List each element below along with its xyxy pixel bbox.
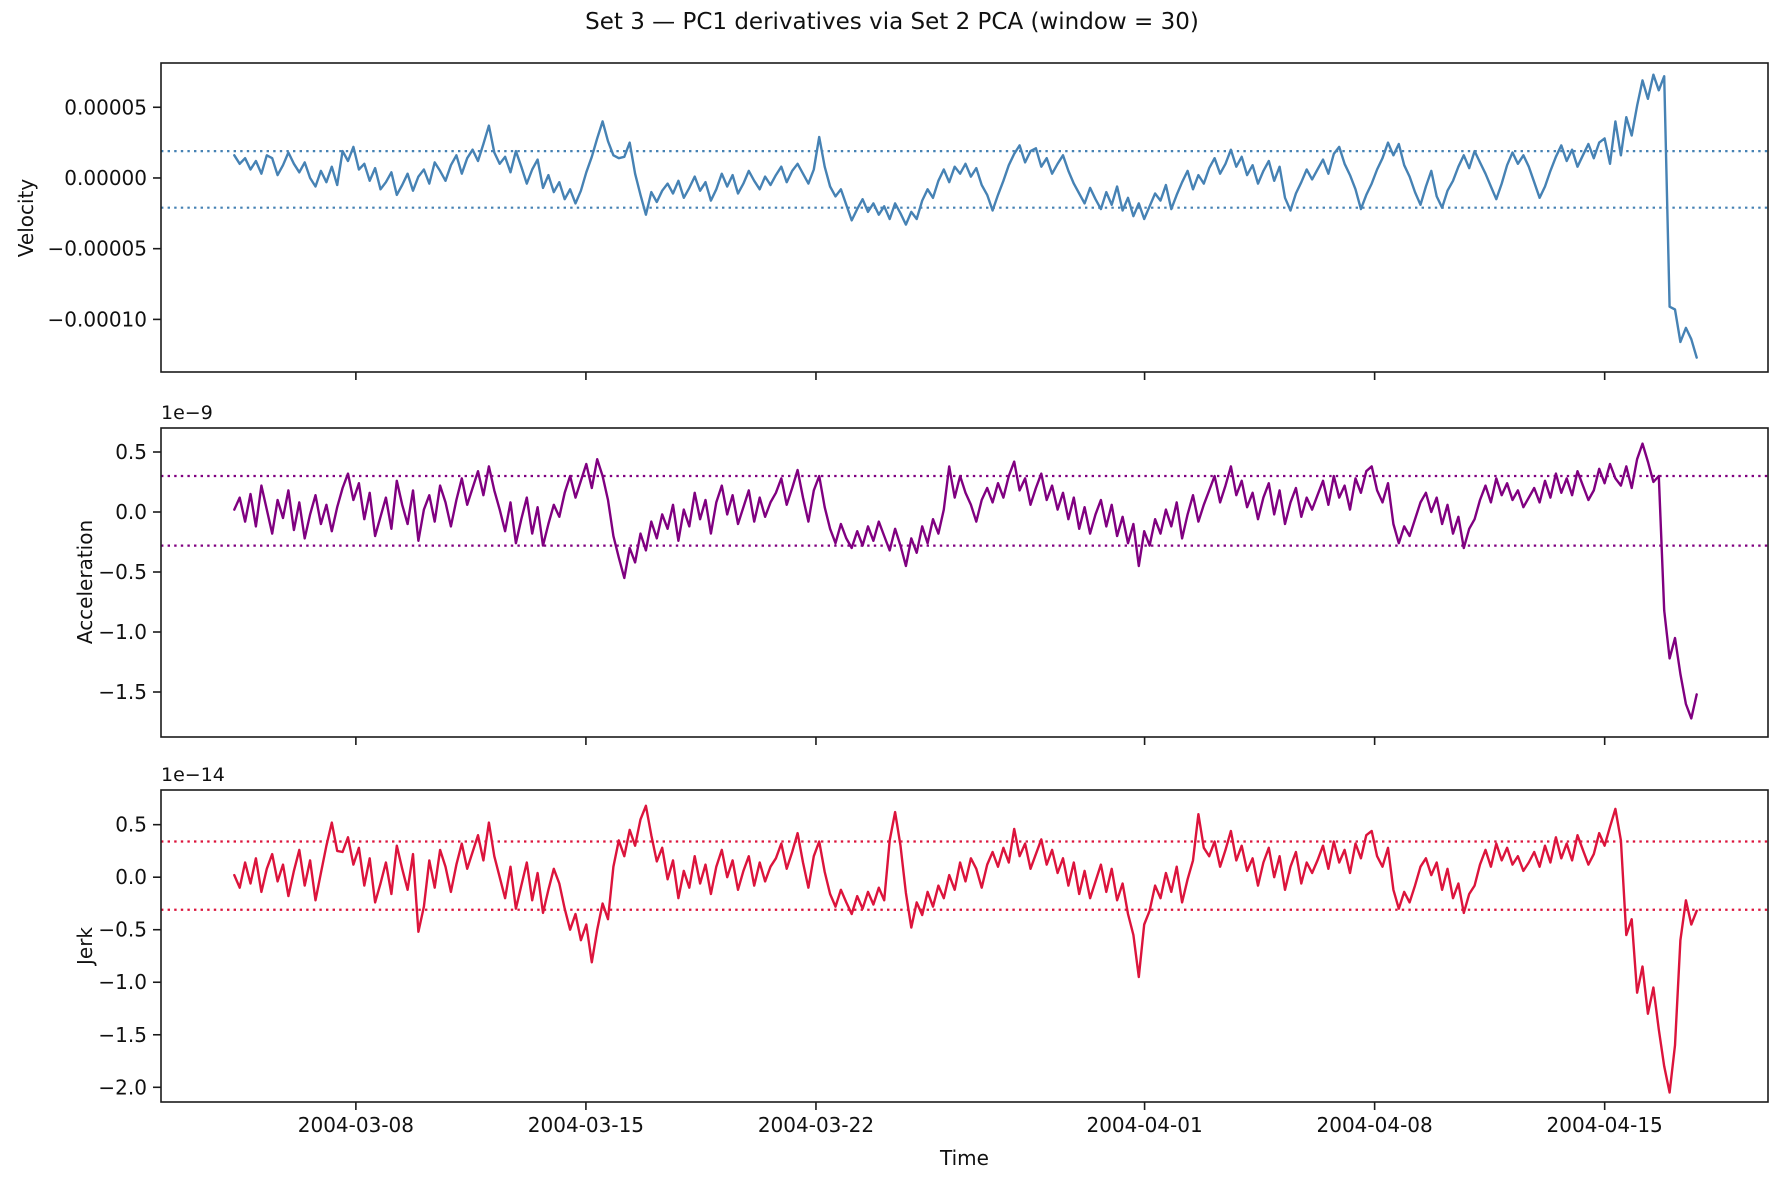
- x-tick-label: 2004-03-15: [528, 1113, 644, 1137]
- figure-title: Set 3 — PC1 derivatives via Set 2 PCA (w…: [585, 9, 1199, 35]
- velocity-y-tick-label: −0.00005: [48, 237, 147, 261]
- velocity-axes-frame: [160, 62, 1769, 373]
- x-tick-label: 2004-04-08: [1317, 1113, 1433, 1137]
- jerk-y-tick-label: 0.0: [115, 865, 147, 889]
- acceleration-y-tick-label: −1.0: [98, 620, 147, 644]
- acceleration-y-tick-label: −1.5: [98, 680, 147, 704]
- jerk-axes-frame: [160, 789, 1769, 1103]
- time-axis-label: Time: [940, 1146, 989, 1170]
- jerk-y-tick-label: 0.5: [115, 813, 147, 837]
- jerk-offset-label: 1e−14: [161, 764, 225, 786]
- acceleration-y-tick-label: 0.0: [115, 500, 147, 524]
- x-tick-label: 2004-04-01: [1086, 1113, 1202, 1137]
- acceleration-y-tick-label: −0.5: [98, 560, 147, 584]
- x-tick-label: 2004-03-22: [758, 1113, 874, 1137]
- velocity-line: [233, 73, 1698, 359]
- jerk-y-tick-label: −1.0: [98, 970, 147, 994]
- velocity-y-tick-label: 0.00000: [64, 166, 147, 190]
- x-tick-label: 2004-04-15: [1547, 1113, 1663, 1137]
- x-tick-label: 2004-03-08: [298, 1113, 414, 1137]
- velocity-y-tick-label: −0.00010: [48, 307, 147, 331]
- jerk-line: [233, 804, 1698, 1094]
- acceleration-line: [233, 442, 1698, 720]
- acceleration-axes-frame: [160, 427, 1769, 738]
- jerk-y-tick-label: −2.0: [98, 1075, 147, 1099]
- jerk-y-tick-label: −1.5: [98, 1023, 147, 1047]
- acceleration-offset-label: 1e−9: [161, 402, 213, 424]
- jerk-y-tick-label: −0.5: [98, 918, 147, 942]
- velocity-y-tick-label: 0.00005: [64, 95, 147, 119]
- acceleration-y-tick-label: 0.5: [115, 440, 147, 464]
